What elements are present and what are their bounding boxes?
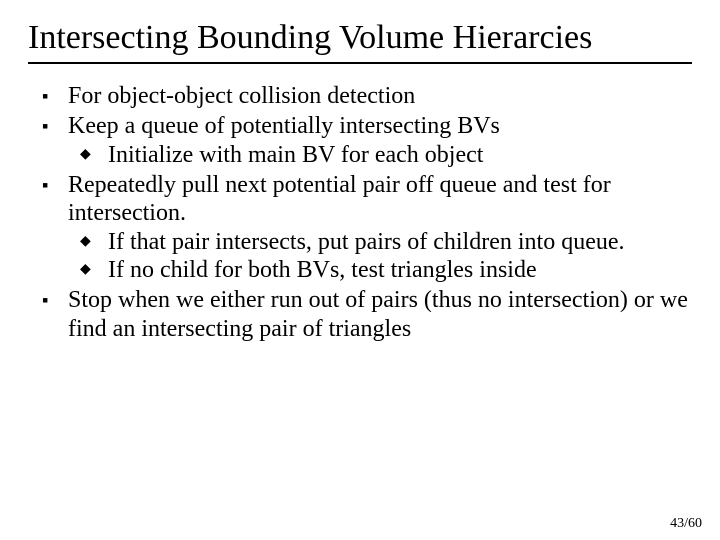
sublist: Initialize with main BV for each object (68, 141, 692, 169)
list-item: For object-object collision detection (42, 82, 692, 110)
page-number: 43/60 (670, 516, 702, 532)
list-item: Stop when we either run out of pairs (th… (42, 286, 692, 343)
bullet-list: For object-object collision detection Ke… (28, 82, 692, 343)
list-item-text: Repeatedly pull next potential pair off … (68, 172, 611, 226)
list-item: Repeatedly pull next potential pair off … (42, 171, 692, 284)
list-item-text: Initialize with main BV for each object (108, 142, 483, 168)
list-item: Keep a queue of potentially intersecting… (42, 112, 692, 169)
list-item: Initialize with main BV for each object (80, 141, 692, 169)
list-item: If that pair intersects, put pairs of ch… (80, 228, 692, 256)
list-item-text: For object-object collision detection (68, 83, 415, 109)
list-item: If no child for both BVs, test triangles… (80, 256, 692, 284)
sublist: If that pair intersects, put pairs of ch… (68, 228, 692, 285)
list-item-text: If that pair intersects, put pairs of ch… (108, 229, 625, 255)
slide: Intersecting Bounding Volume Hierarcies … (0, 0, 720, 540)
list-item-text: Stop when we either run out of pairs (th… (68, 287, 688, 341)
slide-title: Intersecting Bounding Volume Hierarcies (28, 18, 692, 64)
list-item-text: If no child for both BVs, test triangles… (108, 257, 537, 283)
slide-body: For object-object collision detection Ke… (28, 82, 692, 343)
list-item-text: Keep a queue of potentially intersecting… (68, 113, 500, 139)
